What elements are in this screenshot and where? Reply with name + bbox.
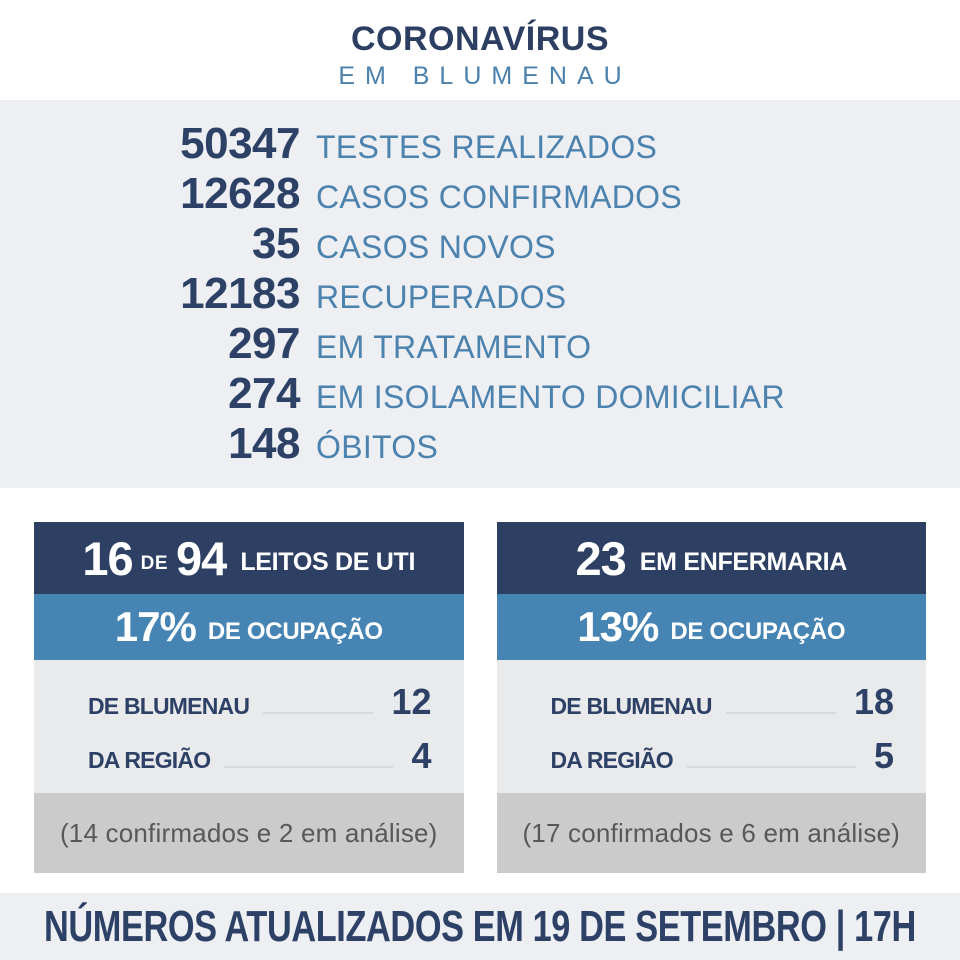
enfermaria-card: 23 EM ENFERMARIA 13% DE OCUPAÇÃO DE BLUM… (496, 522, 926, 873)
stat-label: CASOS NOVOS (316, 229, 556, 265)
stat-row-tratamento: 297 EM TRATAMENTO (0, 319, 960, 369)
footer-band: NÚMEROS ATUALIZADOS EM 19 DE SETEMBRO | … (0, 893, 960, 960)
hospital-cards: 16 DE 94 LEITOS DE UTI 17% DE OCUPAÇÃO D… (34, 522, 926, 873)
stat-row-isolamento: 274 EM ISOLAMENTO DOMICILIAR (0, 369, 960, 419)
stat-value: 35 (252, 219, 300, 268)
enfermaria-occupied-count: 23 (575, 531, 627, 585)
uti-note: (14 confirmados e 2 em análise) (34, 793, 464, 873)
uti-occupancy-band: 17% DE OCUPAÇÃO (34, 594, 464, 660)
leader-line (725, 711, 836, 714)
row-value: 12 (391, 680, 432, 722)
stat-value: 50347 (180, 119, 300, 168)
leader-line (224, 765, 394, 768)
stat-label: CASOS CONFIRMADOS (316, 179, 683, 215)
enfermaria-card-body: DE BLUMENAU 18 DA REGIÃO 5 (496, 660, 926, 793)
stat-value: 12628 (180, 169, 300, 218)
enfermaria-note: (17 confirmados e 6 em análise) (496, 793, 926, 873)
uti-card-body: DE BLUMENAU 12 DA REGIÃO 4 (34, 660, 464, 793)
row-label: DA REGIÃO (88, 746, 211, 773)
stat-row-novos: 35 CASOS NOVOS (0, 219, 960, 269)
stat-value: 274 (228, 369, 300, 418)
header: CORONAVÍRUS EM BLUMENAU (0, 0, 960, 100)
row-label: DE BLUMENAU (550, 692, 713, 719)
uti-card-title: LEITOS DE UTI (240, 548, 416, 576)
stat-row-testes: 50347 TESTES REALIZADOS (0, 119, 960, 169)
row-label: DE BLUMENAU (88, 692, 250, 719)
enfermaria-row-blumenau: DE BLUMENAU 18 (551, 681, 895, 723)
stat-label: RECUPERADOS (316, 279, 567, 315)
uti-total-count: 94 (176, 531, 227, 585)
update-timestamp: NÚMEROS ATUALIZADOS EM 19 DE SETEMBRO | … (44, 901, 916, 951)
stat-row-confirmados: 12628 CASOS CONFIRMADOS (0, 169, 960, 219)
uti-occupancy-percent: 17% (114, 603, 197, 650)
stat-row-recuperados: 12183 RECUPERADOS (0, 269, 960, 319)
enfermaria-occupancy-percent: 13% (577, 603, 659, 650)
row-value: 5 (873, 734, 894, 776)
uti-row-blumenau: DE BLUMENAU 12 (88, 681, 432, 723)
leader-line (263, 711, 374, 714)
enfermaria-row-regiao: DA REGIÃO 5 (551, 735, 895, 777)
stat-label: ÓBITOS (316, 429, 439, 465)
stat-label: EM ISOLAMENTO DOMICILIAR (316, 379, 785, 415)
stat-value: 12183 (180, 269, 300, 318)
stat-label: EM TRATAMENTO (316, 329, 592, 365)
uti-card-header: 16 DE 94 LEITOS DE UTI (34, 522, 464, 594)
row-value: 4 (411, 734, 432, 776)
enfermaria-card-header: 23 EM ENFERMARIA (496, 522, 926, 594)
uti-row-regiao: DA REGIÃO 4 (88, 735, 432, 777)
enfermaria-card-title: EM ENFERMARIA (639, 548, 848, 576)
uti-occupied-count: 16 (82, 531, 133, 585)
row-value: 18 (853, 680, 894, 722)
stat-value: 148 (228, 419, 300, 468)
uti-occupancy-label: DE OCUPAÇÃO (207, 617, 383, 645)
page-title: CORONAVÍRUS (351, 19, 609, 58)
leader-line (686, 765, 856, 768)
uti-card: 16 DE 94 LEITOS DE UTI 17% DE OCUPAÇÃO D… (34, 522, 464, 873)
stats-band: 50347 TESTES REALIZADOS 12628 CASOS CONF… (0, 100, 960, 488)
enfermaria-occupancy-band: 13% DE OCUPAÇÃO (496, 594, 926, 660)
row-label: DA REGIÃO (550, 746, 674, 773)
stat-label: TESTES REALIZADOS (316, 129, 658, 165)
stat-row-obitos: 148 ÓBITOS (0, 419, 960, 469)
stat-value: 297 (228, 319, 300, 368)
uti-connector: DE (140, 553, 169, 574)
page-subtitle: EM BLUMENAU (338, 61, 632, 90)
enfermaria-occupancy-label: DE OCUPAÇÃO (670, 617, 846, 645)
